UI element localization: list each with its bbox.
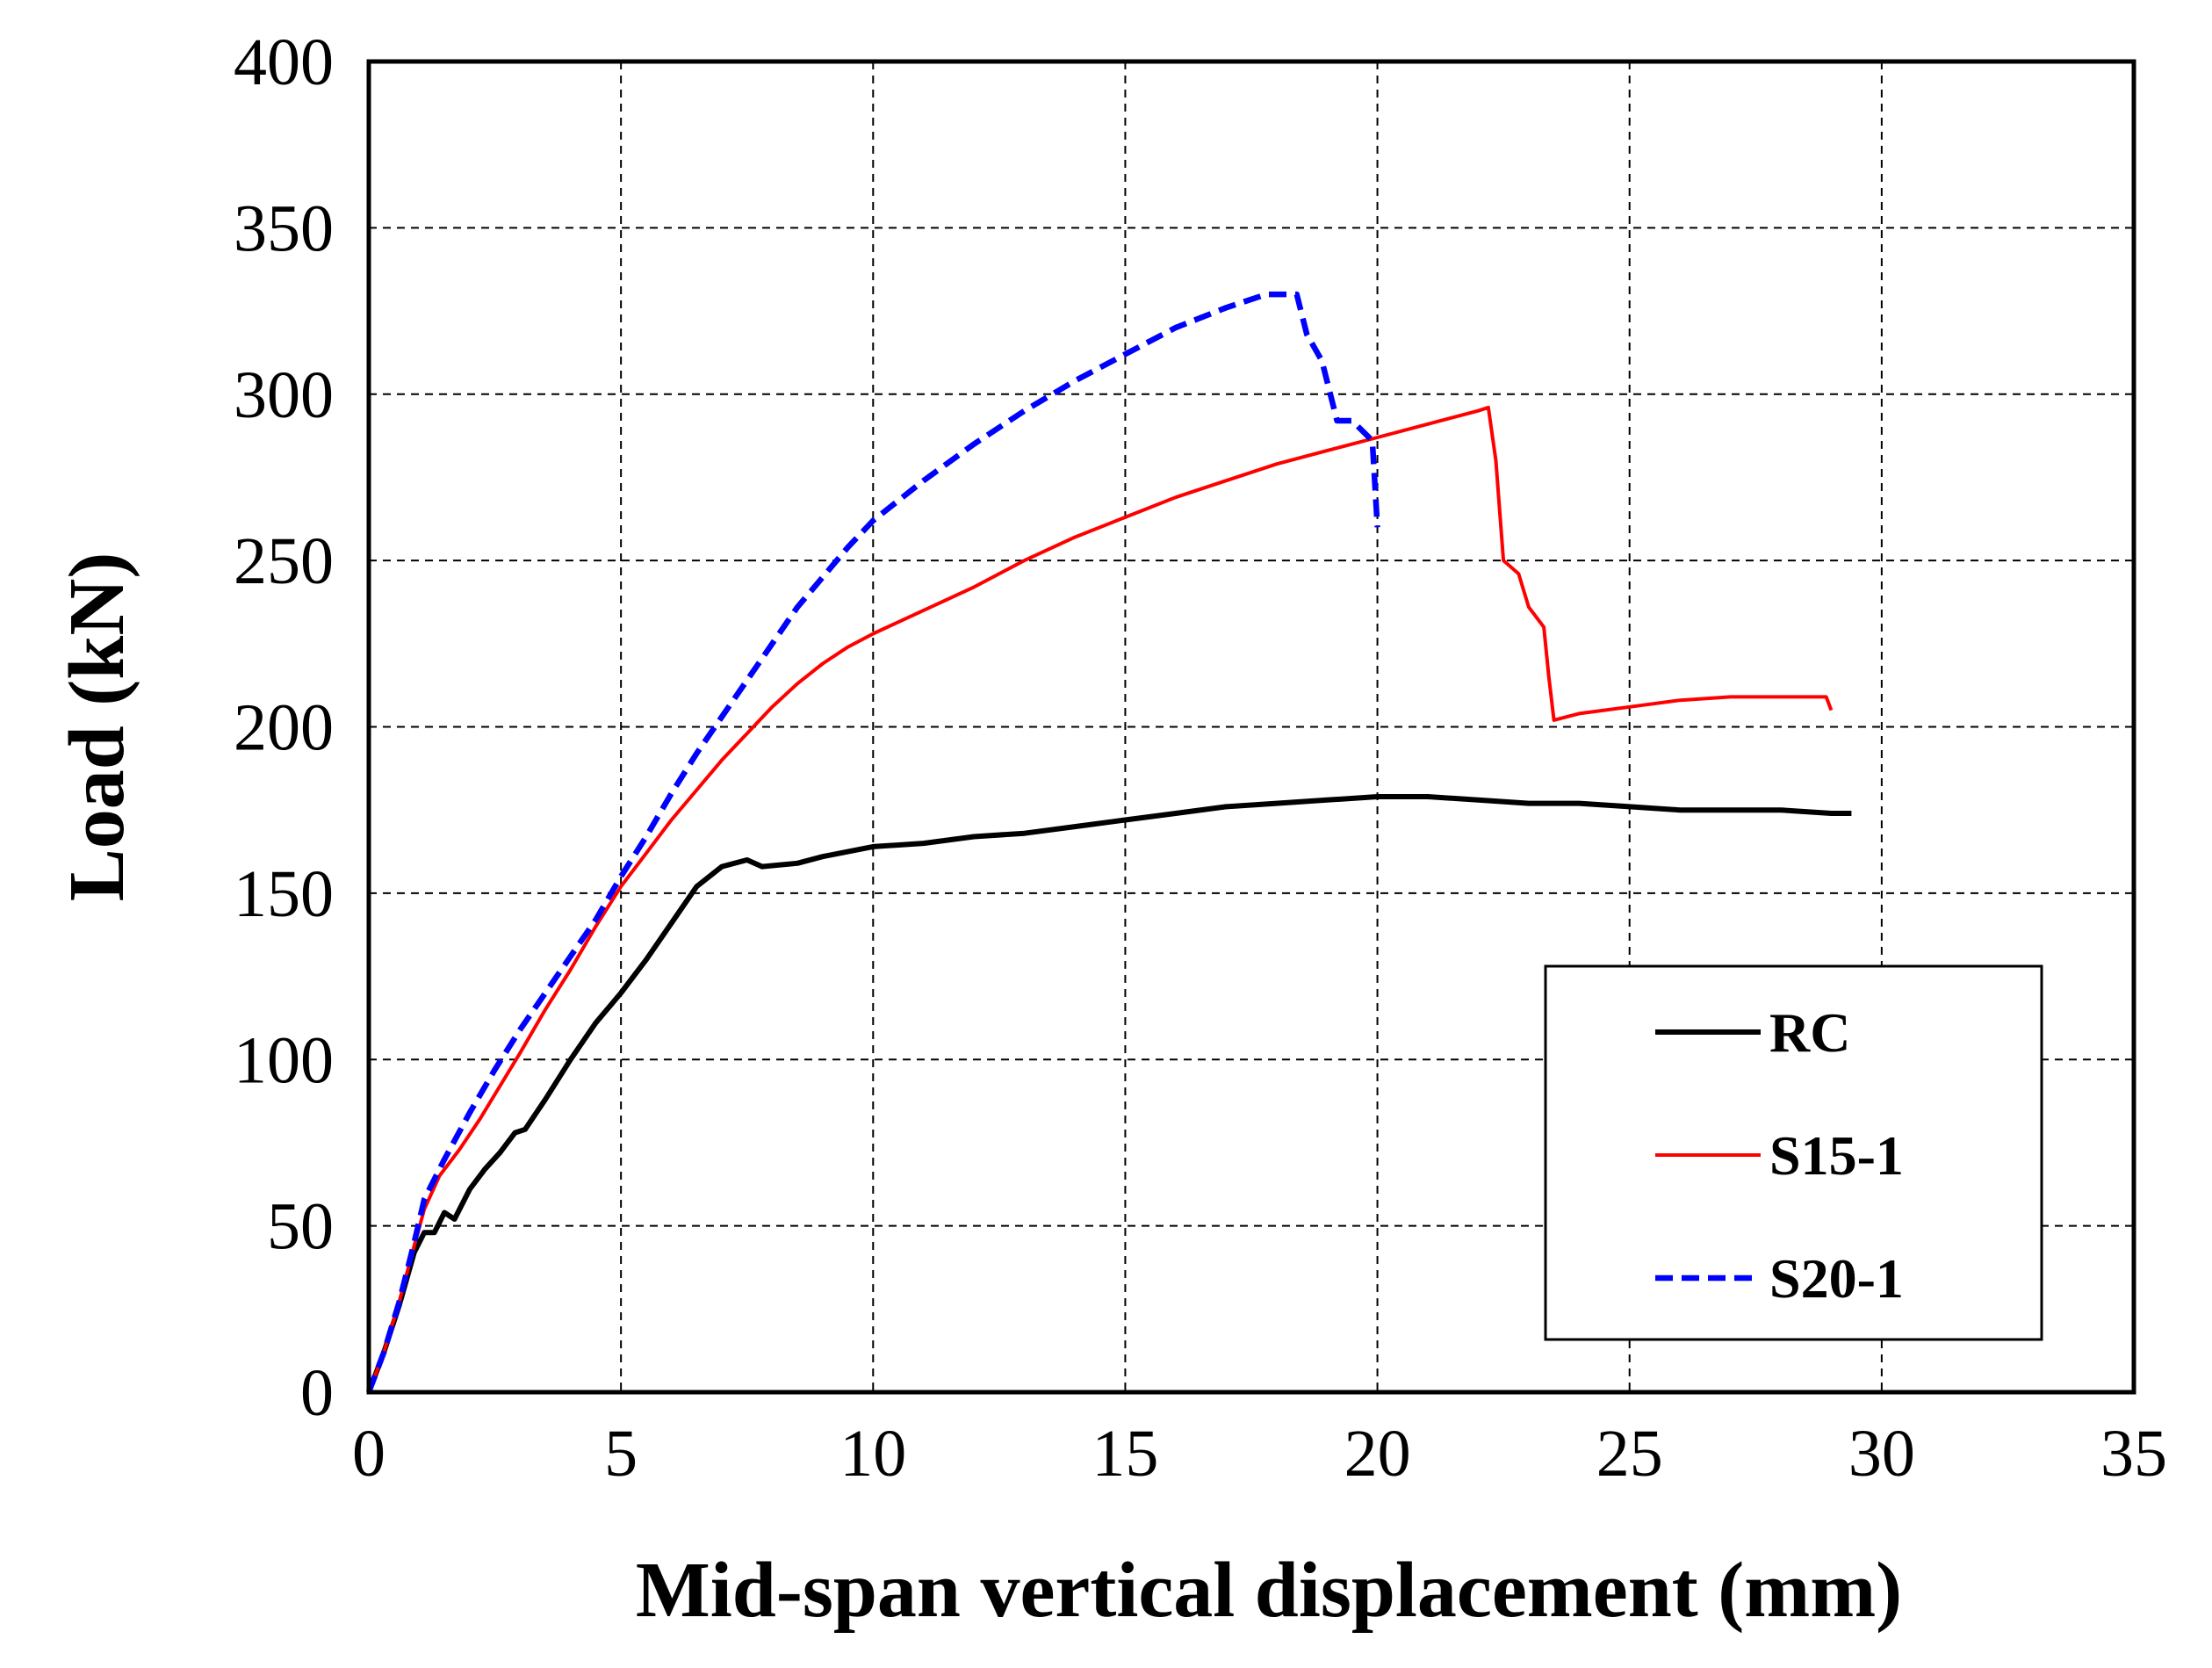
x-tick-label: 35 [2100, 1417, 2167, 1491]
x-tick-label: 30 [1848, 1417, 1915, 1491]
y-tick-label: 400 [234, 25, 334, 99]
y-tick-label: 50 [267, 1190, 334, 1264]
series-line-s15-1 [367, 405, 1834, 1393]
legend-label-s15-1: S15-1 [1769, 1124, 1904, 1187]
x-tick-label: 15 [1092, 1417, 1158, 1491]
y-tick-label: 250 [234, 524, 334, 598]
y-axis-ticks: 0 50 100 150 200 250 300 350 400 [234, 25, 334, 1430]
legend-label-rc: RC [1769, 1001, 1850, 1064]
series-layer [365, 291, 1852, 1394]
x-tick-label: 20 [1344, 1417, 1411, 1491]
grid [369, 61, 2134, 1392]
y-tick-label: 0 [300, 1356, 334, 1430]
y-tick-label: 200 [234, 691, 334, 765]
x-tick-label: 0 [352, 1417, 385, 1491]
y-tick-label: 300 [234, 358, 334, 432]
x-axis-title: Mid-span vertical displacement (mm) [636, 1547, 1902, 1634]
plot-area-frame [366, 59, 2136, 1395]
y-tick-label: 100 [234, 1023, 334, 1097]
x-tick-label: 5 [604, 1417, 638, 1491]
series-line-rc [366, 794, 1852, 1394]
series-line-s20-1 [365, 291, 1380, 1394]
x-tick-label: 25 [1596, 1417, 1663, 1491]
x-axis-ticks: 0 5 10 15 20 25 30 35 [352, 1417, 2167, 1491]
legend-box [1544, 964, 2043, 1341]
x-tick-label: 10 [839, 1417, 906, 1491]
y-axis-title: Load (kN) [54, 552, 141, 902]
legend: RC S15-1 S20-1 [1544, 964, 2043, 1341]
legend-label-s20-1: S20-1 [1769, 1247, 1904, 1310]
y-tick-label: 150 [234, 857, 334, 931]
y-tick-label: 350 [234, 191, 334, 265]
